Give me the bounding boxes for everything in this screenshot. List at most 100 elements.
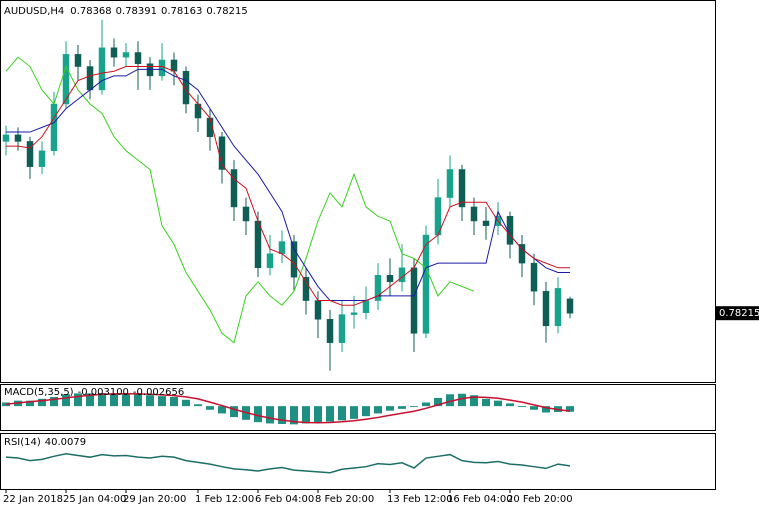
- macd-bar: [302, 406, 310, 424]
- candle-body: [338, 314, 346, 343]
- candle-body: [398, 267, 406, 283]
- x-tick-label: 22 Jan 2018: [3, 494, 63, 505]
- candle-body: [134, 52, 142, 64]
- candle-body: [458, 169, 466, 208]
- macd-bar: [290, 406, 298, 425]
- candle-body: [14, 134, 22, 142]
- macd-bar: [158, 396, 166, 407]
- macd-bar: [434, 397, 442, 407]
- macd-header: MACD(5,35,5) -0.003100 -0.002656: [4, 387, 184, 398]
- candle-body: [242, 206, 250, 222]
- candle-body: [350, 312, 358, 315]
- macd-bar: [398, 406, 406, 409]
- candle-body: [230, 169, 238, 208]
- macd-bar: [506, 403, 514, 407]
- candle-body: [386, 275, 394, 283]
- macd-bar: [170, 397, 178, 407]
- macd-bar: [362, 406, 370, 417]
- macd-bar: [350, 406, 358, 419]
- current-price-label: 0.78215: [719, 308, 759, 319]
- x-tick-label: 8 Feb 20:00: [315, 494, 374, 505]
- candle-body: [278, 241, 286, 255]
- candle-body: [482, 220, 490, 226]
- macd-bar: [254, 406, 262, 423]
- macd-bar: [266, 406, 274, 424]
- macd-bar: [470, 395, 478, 407]
- candle-body: [530, 262, 538, 292]
- candle-body: [410, 267, 418, 334]
- current-price-box: [716, 306, 759, 321]
- macd-bar: [446, 394, 454, 407]
- macd-bar: [542, 406, 550, 413]
- macd-bar: [146, 395, 154, 407]
- header-high: 0.78391: [116, 6, 157, 17]
- x-tick-label: 29 Jan 20:00: [123, 494, 186, 505]
- macd-bar: [26, 400, 34, 407]
- candle-body: [2, 134, 10, 142]
- x-tick-label: 20 Feb 20:00: [507, 494, 573, 505]
- rsi-line: [5, 452, 571, 474]
- candle-body: [158, 59, 166, 77]
- macd-bar: [326, 406, 334, 422]
- macd-signal-value: -0.002656: [133, 387, 184, 398]
- chikou-line: [5, 56, 475, 344]
- candle-body: [422, 234, 430, 334]
- macd-value: -0.003100: [78, 387, 129, 398]
- x-tick-label: 1 Feb 12:00: [195, 494, 254, 505]
- x-tick-label: 25 Jan 04:00: [63, 494, 126, 505]
- candle-body: [362, 300, 370, 313]
- frame-layer: [0, 0, 716, 490]
- rsi-header: RSI(14) 40.0079: [4, 437, 86, 448]
- candle-body: [326, 319, 334, 343]
- macd-bar: [134, 394, 142, 407]
- marks-layer: [2, 19, 574, 474]
- candle-body: [302, 276, 310, 301]
- macd-panel-frame: [0, 384, 716, 431]
- macd-bar: [74, 393, 82, 407]
- candle-body: [374, 275, 382, 301]
- candle-body: [26, 141, 34, 167]
- candle-body: [542, 290, 550, 327]
- candle-body: [122, 52, 130, 58]
- macd-bar: [374, 406, 382, 414]
- macd-bar: [230, 406, 238, 418]
- header-close: 0.78215: [206, 6, 247, 17]
- macd-bar: [338, 406, 346, 421]
- candle-body: [182, 70, 190, 105]
- kijun-line: [6, 68, 570, 302]
- candle-body: [470, 206, 478, 222]
- candle-body: [254, 220, 262, 269]
- candle-body: [50, 103, 58, 152]
- candle-body: [290, 241, 298, 278]
- x-tick-label: 13 Feb 12:00: [387, 494, 453, 505]
- macd-bar: [386, 406, 394, 411]
- macd-signal-line: [5, 392, 571, 424]
- candle-body: [86, 66, 94, 91]
- macd-bar: [518, 406, 526, 408]
- rsi-panel-frame: [0, 433, 716, 490]
- macd-bar: [194, 404, 202, 407]
- macd-bar: [50, 397, 58, 407]
- candle-body: [62, 54, 70, 105]
- candle-body: [314, 300, 322, 320]
- macd-bar: [98, 393, 106, 407]
- candle-body: [506, 216, 514, 245]
- macd-bar: [278, 406, 286, 424]
- macd-bar: [458, 393, 466, 407]
- macd-bar: [110, 393, 118, 407]
- macd-bar: [530, 406, 538, 410]
- candle-body: [554, 288, 562, 327]
- rsi-value: 40.0079: [45, 437, 86, 448]
- symbol: AUDUSD,H4: [4, 6, 64, 17]
- macd-bar: [38, 398, 46, 407]
- candle-body: [98, 47, 106, 91]
- macd-bar: [494, 400, 502, 407]
- candle-body: [74, 54, 82, 67]
- macd-bar: [482, 398, 490, 407]
- candle-body: [446, 169, 454, 198]
- macd-bar: [122, 393, 130, 407]
- macd-bar: [62, 394, 70, 407]
- macd-bar: [218, 406, 226, 414]
- chart-header: AUDUSD,H4 0.78368 0.78391 0.78163 0.78215: [4, 6, 248, 17]
